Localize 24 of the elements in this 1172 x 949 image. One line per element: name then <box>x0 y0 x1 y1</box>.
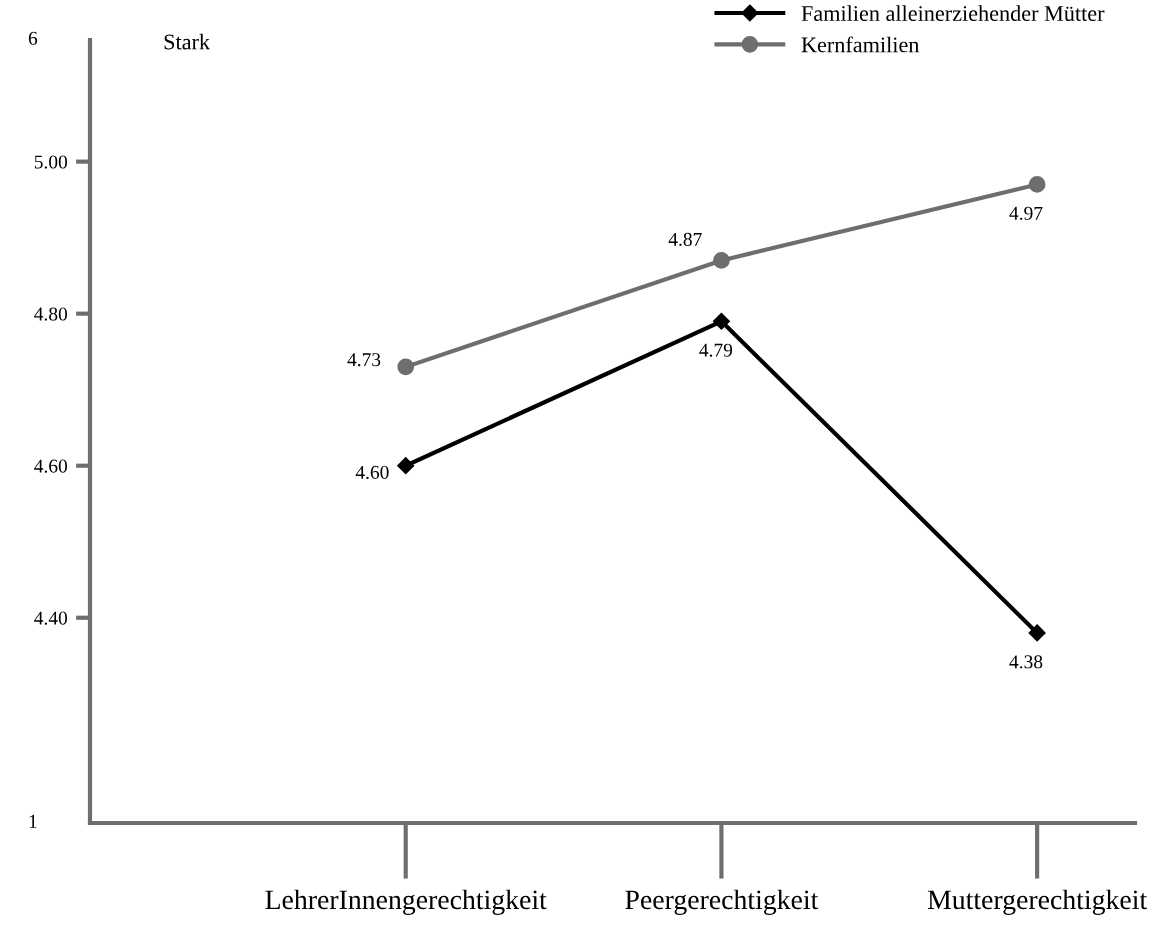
point <box>397 457 415 475</box>
data-label: 4.60 <box>355 465 389 479</box>
data-label: 4.38 <box>1009 655 1043 669</box>
data-label: 4.97 <box>1009 206 1043 220</box>
point <box>1028 176 1046 193</box>
data-label: 4.73 <box>347 353 381 367</box>
x-tick-label: Muttergerechtigkeit <box>927 889 1148 915</box>
text: 1 <box>29 814 37 828</box>
annotation: Stark <box>164 33 211 50</box>
data-label: 4.87 <box>668 232 702 246</box>
y-tick-label: 4.60 <box>34 459 68 473</box>
y-tick-label: 5.00 <box>34 155 68 169</box>
text: 6 <box>28 31 38 45</box>
y-tick-label: 4.80 <box>34 307 68 321</box>
point <box>397 358 415 376</box>
legend-label: Familien alleinerziehender Mütter <box>801 5 1105 21</box>
point <box>1028 624 1046 642</box>
data-label: 4.79 <box>699 343 733 357</box>
point <box>713 252 730 269</box>
legend-label: Kernfamilien <box>801 36 920 53</box>
y-tick-label: 4.40 <box>34 611 68 625</box>
x-tick-label: Peergerechtigkeit <box>625 889 819 915</box>
x-tick-label: LehrerInnengerechtigkeit <box>265 889 547 915</box>
point <box>712 312 730 330</box>
